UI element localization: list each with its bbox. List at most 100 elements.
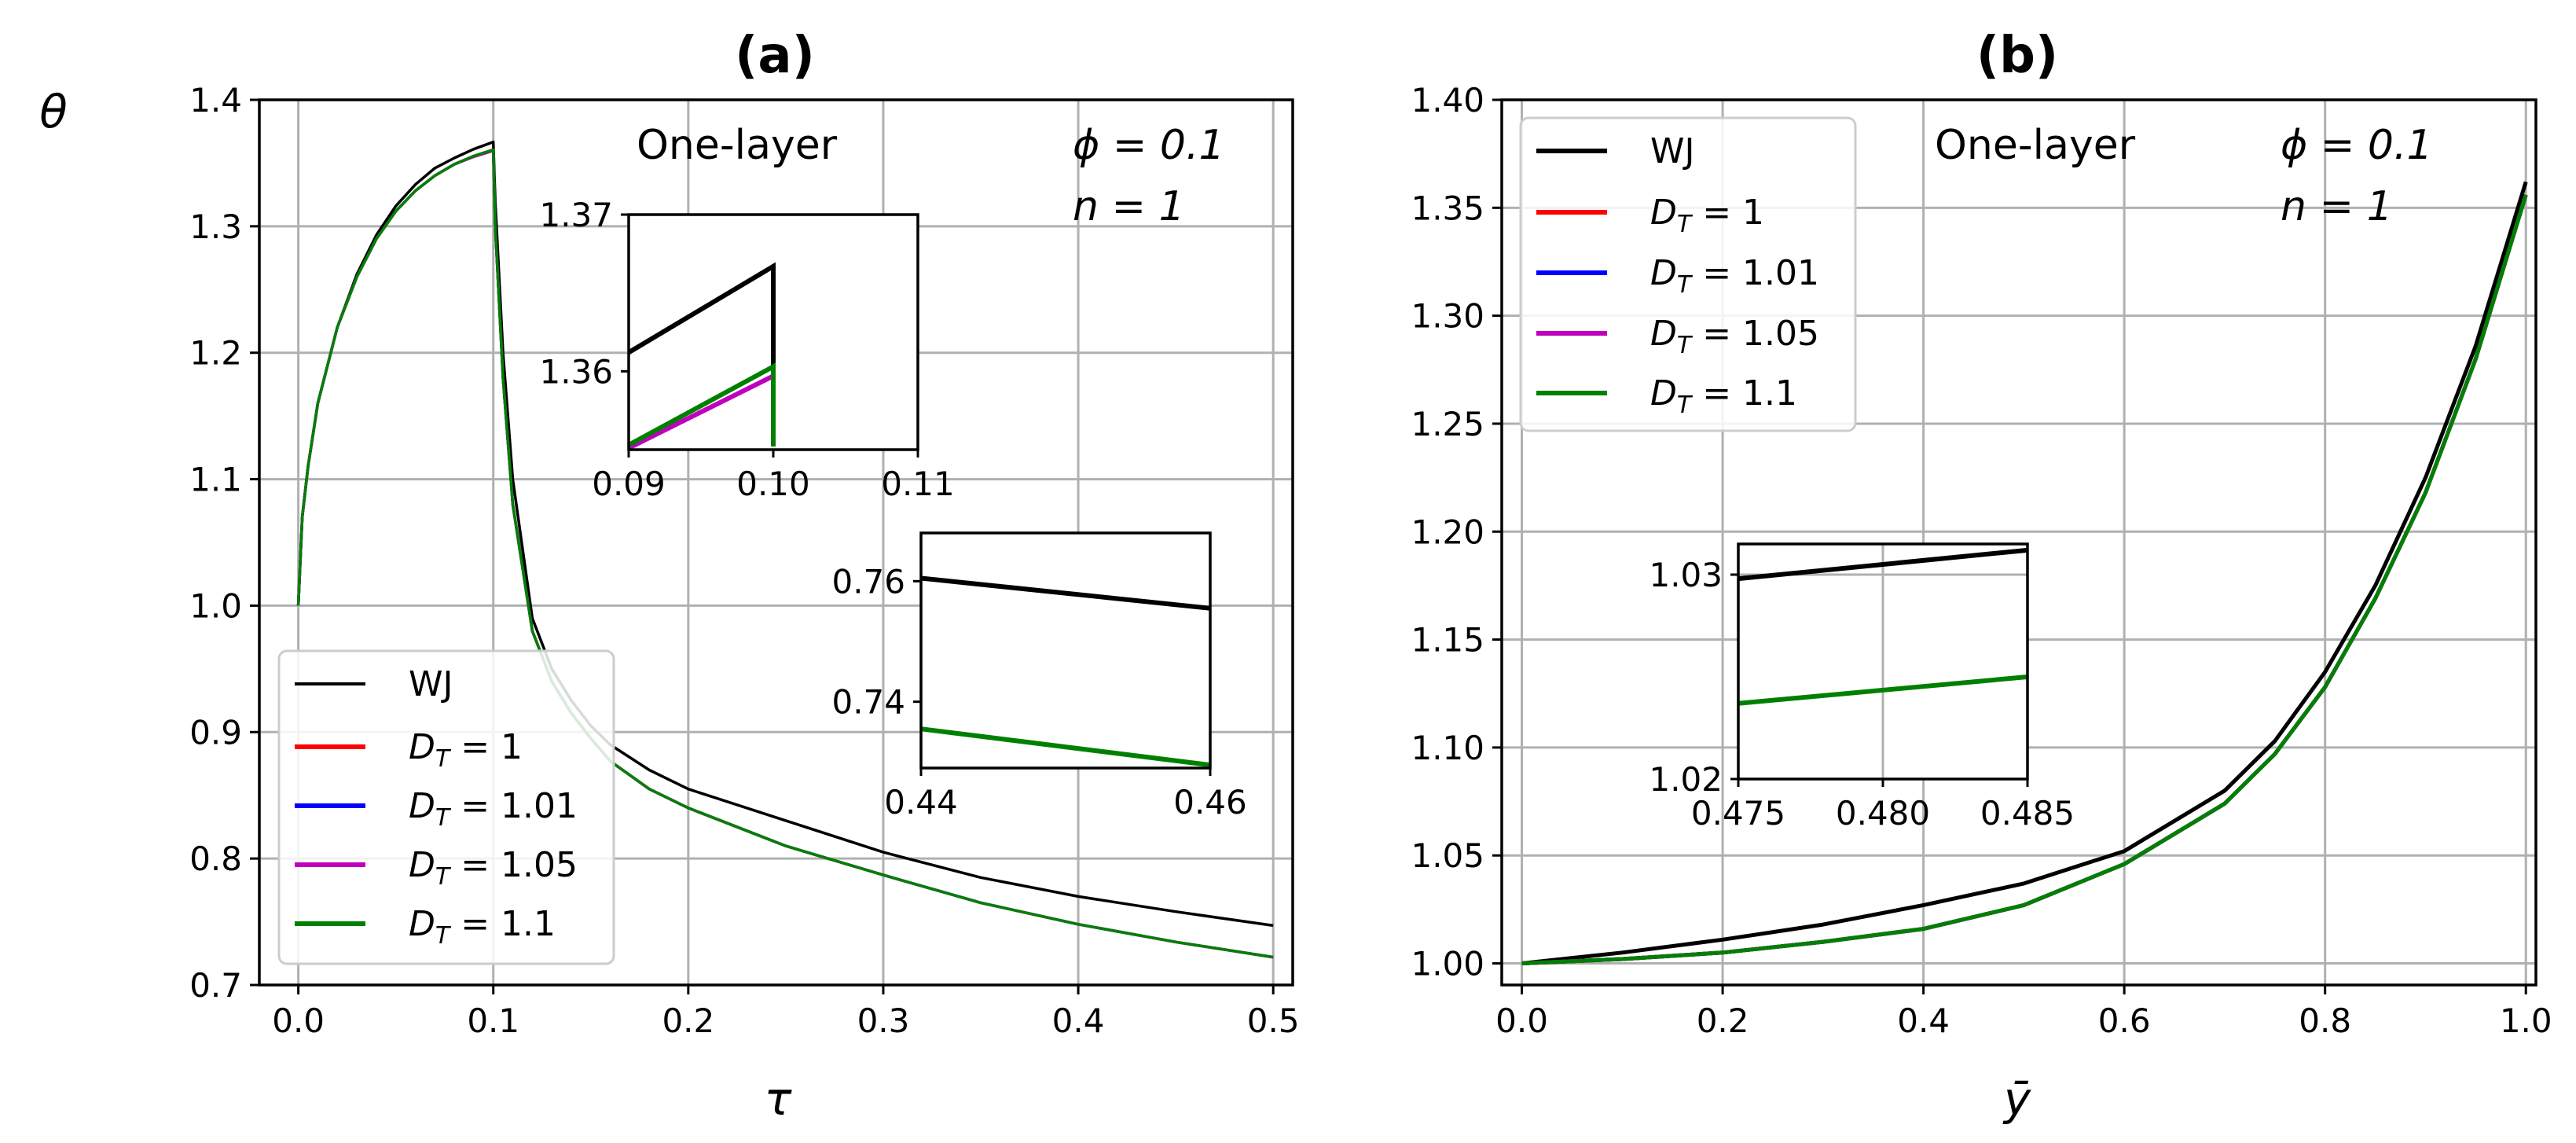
inset-b1-xtick-label-0: 0.475 xyxy=(1691,794,1785,832)
panel-b-series-wj xyxy=(1521,181,2528,965)
panel-b-xtick-label-2: 0.4 xyxy=(1897,1002,1950,1040)
panel-a-title: (a) xyxy=(735,27,815,85)
legend-b-dt105-val: = 1.05 xyxy=(1691,314,1819,354)
panel-a-phi-annotation: ϕ = 0.1 xyxy=(1073,122,1225,169)
inset-b1-ytick-label-1: 1.03 xyxy=(1649,556,1723,594)
legend-a-dt11-val: = 1.1 xyxy=(450,904,556,944)
inset-a2-ytick-label-0: 0.74 xyxy=(831,683,905,722)
panel-b-series-d-t-1-1 xyxy=(1521,194,2528,965)
panel-a-n-annotation: n = 1 xyxy=(1073,183,1185,230)
legend-a-label-dt105: DT = 1.05 xyxy=(409,845,578,891)
inset-a1: 0.09 0.10 0.11 1.36 1.37 xyxy=(539,196,954,503)
legend-b-box xyxy=(1519,116,1857,432)
inset-a1-series-d-t-1-05 xyxy=(629,373,775,450)
inset-a1-ytick-label-1: 1.37 xyxy=(539,196,613,234)
panel-a-ytick-label-6: 1.3 xyxy=(189,208,242,246)
panel-a-ytick-label-3: 1.0 xyxy=(189,586,242,625)
panel-b-xtick-label-1: 0.2 xyxy=(1697,1002,1749,1040)
panel-b-ytick-label-6: 1.30 xyxy=(1411,297,1484,336)
panel-b-xlabel: ȳ xyxy=(2002,1072,2031,1126)
inset-a2-series-d-t-1-1 xyxy=(921,726,1210,768)
panel-a-legend: WJ DT = 1 DT = 1.01 DT = 1.05 DT = 1.1 xyxy=(277,649,615,965)
inset-a2-background xyxy=(921,533,1210,768)
panel-a-ytick-label-0: 0.7 xyxy=(189,966,242,1005)
legend-a-dt1-val: = 1 xyxy=(450,727,523,767)
legend-b-dt11-d: D xyxy=(1650,373,1677,413)
panel-a-xtick-label-4: 0.4 xyxy=(1052,1002,1105,1040)
panel-a-layer-annotation: One-layer xyxy=(637,122,838,169)
legend-a-dt1-sub: T xyxy=(435,745,452,773)
panel-b-ytick-label-7: 1.35 xyxy=(1411,189,1484,227)
legend-b-label-dt105: DT = 1.05 xyxy=(1650,314,1819,359)
legend-b-label-dt101: DT = 1.01 xyxy=(1650,253,1819,299)
panel-b-frame xyxy=(1500,98,2537,987)
legend-b-dt105-d: D xyxy=(1650,314,1677,354)
panel-a-ytick-label-1: 0.8 xyxy=(189,840,242,878)
legend-a-dt101-d: D xyxy=(409,786,435,826)
inset-b1-xtick-label-2: 0.485 xyxy=(1980,794,2075,832)
panel-a-ytick-label-2: 0.9 xyxy=(189,713,242,752)
legend-a-label-dt11: DT = 1.1 xyxy=(409,904,556,950)
legend-b-dt1-d: D xyxy=(1650,193,1677,233)
panel-b-ticks: 0.0 0.2 0.4 0.6 0.8 1.0 1.00 1.05 1.10 1.15 1.20 1.… xyxy=(1411,81,2552,1040)
legend-a-box xyxy=(277,649,615,965)
inset-a2-frame xyxy=(919,531,1212,770)
panel-a-ytick-label-5: 1.2 xyxy=(189,334,242,373)
legend-a-dt105-val: = 1.05 xyxy=(450,845,578,885)
inset-a1-ytick-label-0: 1.36 xyxy=(539,352,613,391)
inset-b1: 0.475 0.480 0.485 1.02 1.03 xyxy=(1649,542,2075,832)
legend-a-label-dt1: DT = 1 xyxy=(409,727,523,773)
panel-b-ytick-label-5: 1.25 xyxy=(1411,405,1484,443)
legend-b-dt1-val: = 1 xyxy=(1691,193,1764,233)
panel-b-xtick-label-4: 0.8 xyxy=(2299,1002,2351,1040)
panel-a-xlabel: τ xyxy=(765,1072,793,1126)
panel-a-ytick-label-7: 1.4 xyxy=(189,81,242,119)
panel-b-xtick-label-0: 0.0 xyxy=(1495,1002,1548,1040)
panel-a-xtick-label-5: 0.5 xyxy=(1247,1002,1300,1040)
panel-a-xtick-label-3: 0.3 xyxy=(857,1002,910,1040)
panel-b: (b) ȳ 0.0 0.2 0.4 0.6 0.8 1.0 1.00 1.05 1.10 1.15… xyxy=(1411,27,2552,1126)
panel-a-xtick-label-2: 0.2 xyxy=(662,1002,714,1040)
panel-b-ytick-label-3: 1.15 xyxy=(1411,621,1484,660)
panel-b-title: (b) xyxy=(1976,27,2058,85)
inset-b1-series-d-t-1-1 xyxy=(1738,674,2027,706)
panel-b-ytick-label-8: 1.40 xyxy=(1411,81,1484,119)
panel-b-phi-annotation: ϕ = 0.1 xyxy=(2281,122,2433,169)
legend-a-dt105-d: D xyxy=(409,845,435,885)
panel-a-series-d-t-1-1 xyxy=(296,148,1274,959)
legend-a-dt101-sub: T xyxy=(435,804,452,832)
legend-b-dt11-sub: T xyxy=(1677,391,1693,419)
inset-a2-ytick-label-1: 0.76 xyxy=(831,562,905,601)
legend-b-dt1-sub: T xyxy=(1677,211,1693,238)
legend-a-label-dt101: DT = 1.01 xyxy=(409,786,578,832)
legend-b-label-wj: WJ xyxy=(1650,131,1694,171)
inset-b1-ytick-label-0: 1.02 xyxy=(1649,760,1723,799)
legend-a-dt11-sub: T xyxy=(435,922,452,950)
inset-b1-xtick-label-1: 0.480 xyxy=(1836,794,1930,832)
inset-a2-series-wj xyxy=(921,575,1210,611)
panel-b-n-annotation: n = 1 xyxy=(2281,183,2393,230)
panel-a-lines xyxy=(296,140,1274,959)
panel-b-ytick-label-2: 1.10 xyxy=(1411,729,1484,767)
panel-b-ytick-label-4: 1.20 xyxy=(1411,513,1484,551)
panel-b-ytick-label-1: 1.05 xyxy=(1411,836,1484,875)
inset-a1-xtick-label-2: 0.11 xyxy=(881,465,955,503)
panel-b-lines xyxy=(1521,181,2528,965)
inset-a1-series-d-t-1-1 xyxy=(629,362,776,447)
panel-b-xtick-label-3: 0.6 xyxy=(2098,1002,2151,1040)
legend-b-label-dt11: DT = 1.1 xyxy=(1650,373,1797,419)
legend-a-label-wj: WJ xyxy=(409,664,453,704)
legend-a-dt101-val: = 1.01 xyxy=(450,786,578,826)
panel-b-layer-annotation: One-layer xyxy=(1935,122,2136,169)
panel-a-ylabel: θ xyxy=(39,85,68,138)
legend-b-dt101-d: D xyxy=(1650,253,1677,293)
inset-a2-xtick-label-0: 0.44 xyxy=(884,783,958,821)
panel-b-ytick-label-0: 1.00 xyxy=(1411,945,1484,983)
panel-a-ytick-label-4: 1.1 xyxy=(189,461,242,499)
legend-b-dt101-sub: T xyxy=(1677,271,1693,299)
legend-b-dt11-val: = 1.1 xyxy=(1691,373,1797,413)
panel-a-ticks: 0.0 0.1 0.2 0.3 0.4 0.5 0.7 0.8 0.9 1.0 1.1 1.2 1.3 1… xyxy=(189,81,1299,1040)
inset-a1-xtick-label-1: 0.10 xyxy=(736,465,810,503)
panel-a-xtick-label-1: 0.1 xyxy=(467,1002,519,1040)
